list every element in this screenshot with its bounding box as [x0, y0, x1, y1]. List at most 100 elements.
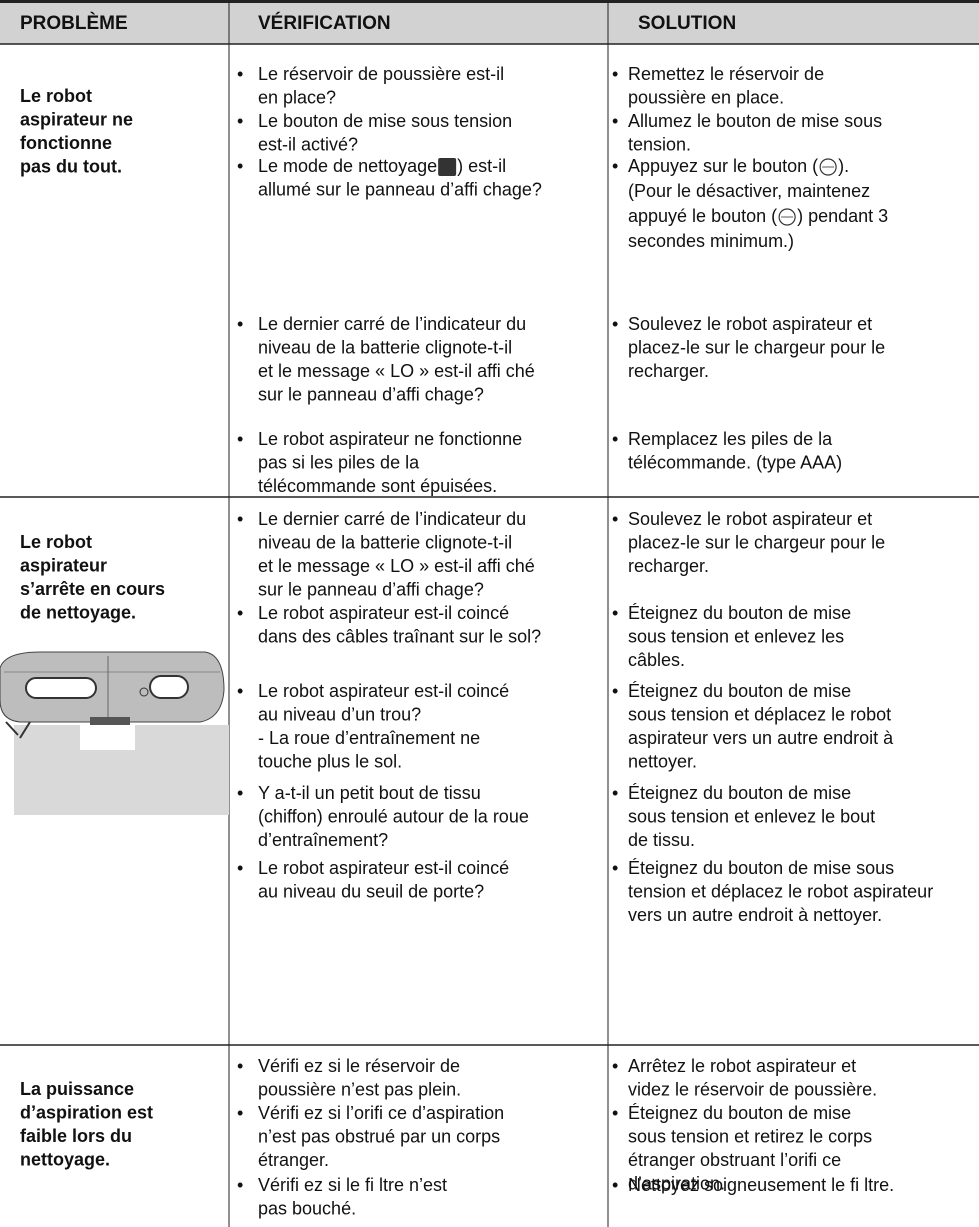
- solution-text: Éteignez du bouton de mise: [628, 603, 851, 623]
- bullet: •: [612, 64, 618, 84]
- check-text: Vérifi ez si l’orifi ce d’aspiration: [258, 1103, 504, 1123]
- solution-text: poussière en place.: [628, 87, 784, 107]
- problem-text: de nettoyage.: [20, 603, 136, 623]
- problem-text: faible lors du: [20, 1126, 132, 1146]
- solution-text: nettoyer.: [628, 752, 697, 772]
- check-text: allumé sur le panneau d’affi chage?: [258, 179, 542, 199]
- solution-text: Éteignez du bouton de mise: [628, 783, 851, 803]
- bullet: •: [612, 681, 618, 701]
- bullet: •: [612, 858, 618, 878]
- solution-text: sous tension et retirez le corps: [628, 1126, 872, 1146]
- check-text: pas bouché.: [258, 1198, 356, 1218]
- solution-text: sous tension et déplacez le robot: [628, 704, 891, 724]
- check-text: Vérifi ez si le réservoir de: [258, 1056, 460, 1076]
- check-text: touche plus le sol.: [258, 752, 402, 772]
- solution-text: Allumez le bouton de mise sous: [628, 111, 882, 131]
- check-text: niveau de la batterie clignote-t-il: [258, 532, 512, 552]
- problem-text: Le robot: [20, 532, 92, 552]
- bullet: •: [612, 314, 618, 334]
- check-text: étranger.: [258, 1150, 329, 1170]
- solution-text: appuyé le bouton (: [628, 206, 777, 226]
- check-text: Vérifi ez si le fi ltre n’est: [258, 1175, 447, 1195]
- bullet: •: [237, 429, 243, 449]
- solution-text: tension.: [628, 134, 691, 154]
- check-text: au niveau du seuil de porte?: [258, 881, 484, 901]
- solution-text: (Pour le désactiver, maintenez: [628, 181, 870, 201]
- icon-shape: [438, 158, 457, 176]
- solution-text: vers un autre endroit à nettoyer.: [628, 905, 882, 925]
- solution-text: télécommande. (type AAA): [628, 452, 842, 472]
- problem-text: fonctionne: [20, 133, 112, 153]
- problem-text: s’arrête en cours: [20, 579, 165, 599]
- problem-text: pas du tout.: [20, 157, 122, 177]
- check-text: Le robot aspirateur ne fonctionne: [258, 429, 522, 449]
- solution-text: placez-le sur le chargeur pour le: [628, 337, 885, 357]
- bullet: •: [612, 603, 618, 623]
- bullet: •: [612, 783, 618, 803]
- solution-text: Nettoyez soigneusement le fi ltre.: [628, 1175, 894, 1195]
- column-header: VÉRIFICATION: [258, 12, 391, 34]
- bullet: •: [237, 509, 243, 529]
- solution-text: videz le réservoir de poussière.: [628, 1079, 877, 1099]
- check-text: poussière n’est pas plein.: [258, 1079, 461, 1099]
- solution-text: Arrêtez le robot aspirateur et: [628, 1056, 856, 1076]
- check-text: Y a-t-il un petit bout de tissu: [258, 783, 481, 803]
- check-text: n’est pas obstrué par un corps: [258, 1126, 500, 1146]
- stop-icon: [819, 158, 837, 176]
- check-text: (chiffon) enroulé autour de la roue: [258, 806, 529, 826]
- check-text: sur le panneau d’affi chage?: [258, 580, 484, 600]
- solution-text: Éteignez du bouton de mise: [628, 1103, 851, 1123]
- bullet: •: [237, 681, 243, 701]
- header-bg: [0, 0, 979, 44]
- problem-text: aspirateur: [20, 555, 107, 575]
- bullet: •: [612, 156, 618, 176]
- solution-text: ).: [838, 156, 849, 176]
- bullet: •: [612, 1175, 618, 1195]
- check-text: au niveau d’un trou?: [258, 704, 421, 724]
- check-text: Le réservoir de poussière est-il: [258, 64, 504, 84]
- check-text: en place?: [258, 87, 336, 107]
- bullet: •: [237, 64, 243, 84]
- check-text: ) est-il: [457, 156, 506, 176]
- bullet: •: [612, 509, 618, 529]
- solution-text: Éteignez du bouton de mise sous: [628, 858, 894, 878]
- bullet: •: [237, 111, 243, 131]
- bullet: •: [237, 858, 243, 878]
- bullet: •: [612, 1103, 618, 1123]
- check-text: pas si les piles de la: [258, 452, 420, 472]
- solution-text: secondes minimum.): [628, 231, 794, 251]
- check-text: télécommande sont épuisées.: [258, 476, 497, 496]
- solution-text: Soulevez le robot aspirateur et: [628, 509, 872, 529]
- problem-text: nettoyage.: [20, 1150, 110, 1170]
- bullet: •: [237, 156, 243, 176]
- check-text: et le message « LO » est-il affi ché: [258, 556, 535, 576]
- check-text: d’entraînement?: [258, 830, 388, 850]
- check-text: niveau de la batterie clignote-t-il: [258, 337, 512, 357]
- check-text: dans des câbles traînant sur le sol?: [258, 626, 541, 646]
- check-text: - La roue d’entraînement ne: [258, 728, 480, 748]
- bullet: •: [612, 111, 618, 131]
- check-text: est-il activé?: [258, 134, 358, 154]
- check-text: Le mode de nettoyage: [258, 156, 437, 176]
- check-text: et le message « LO » est-il affi ché: [258, 361, 535, 381]
- problem-text: Le robot: [20, 86, 92, 106]
- solution-text: câbles.: [628, 650, 685, 670]
- check-text: Le bouton de mise sous tension: [258, 111, 512, 131]
- bullet: •: [237, 783, 243, 803]
- solution-text: recharger.: [628, 361, 709, 381]
- column-header: SOLUTION: [638, 13, 736, 34]
- robot-illustration: [0, 651, 229, 815]
- stop-icon: [778, 208, 796, 226]
- solution-text: étranger obstruant l’orifi ce: [628, 1150, 841, 1170]
- check-text: Le robot aspirateur est-il coincé: [258, 681, 509, 701]
- bullet: •: [237, 603, 243, 623]
- column-header: PROBLÈME: [20, 12, 128, 34]
- check-text: Le robot aspirateur est-il coincé: [258, 858, 509, 878]
- solution-text: de tissu.: [628, 830, 695, 850]
- problem-text: d’aspiration est: [20, 1102, 153, 1122]
- solution-text: tension et déplacez le robot aspirateur: [628, 881, 933, 901]
- solution-text: placez-le sur le chargeur pour le: [628, 532, 885, 552]
- bullet: •: [237, 1056, 243, 1076]
